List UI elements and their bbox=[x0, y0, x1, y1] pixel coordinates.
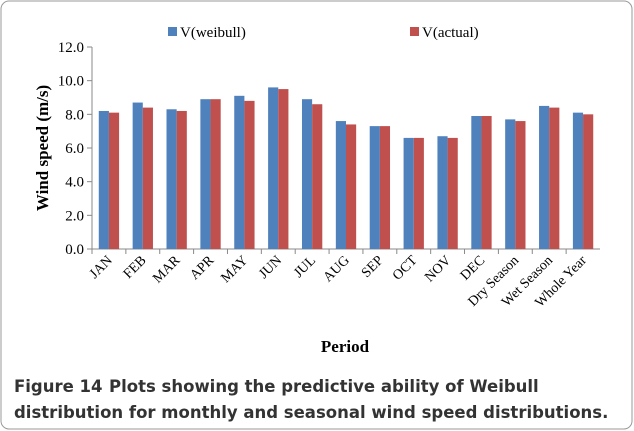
bar bbox=[278, 89, 289, 249]
legend-swatch bbox=[168, 27, 177, 36]
x-axis-label: Period bbox=[321, 337, 370, 356]
bar bbox=[549, 107, 560, 249]
caption-text: Plots showing the predictive ability of … bbox=[109, 377, 539, 396]
bar bbox=[210, 99, 221, 249]
y-tick-label: 12.0 bbox=[58, 40, 84, 56]
legend-label: V(actual) bbox=[422, 25, 479, 41]
bar bbox=[346, 124, 357, 249]
legend-swatch bbox=[410, 27, 419, 36]
bar bbox=[413, 137, 424, 249]
bar bbox=[234, 95, 245, 249]
y-tick-label: 2.0 bbox=[65, 208, 84, 224]
bar bbox=[301, 99, 313, 249]
caption-label: Figure 14 bbox=[14, 377, 103, 396]
bar bbox=[98, 110, 109, 249]
bar bbox=[369, 126, 380, 249]
bar bbox=[471, 116, 482, 250]
bar bbox=[572, 112, 584, 250]
legend-label: V(weibull) bbox=[180, 25, 246, 41]
bar bbox=[132, 102, 143, 249]
bar bbox=[166, 109, 177, 250]
bar bbox=[379, 126, 391, 249]
y-tick-label: 10.0 bbox=[58, 74, 84, 90]
bar bbox=[515, 121, 526, 249]
bar bbox=[447, 137, 458, 249]
bar bbox=[142, 107, 153, 249]
y-tick-label: 6.0 bbox=[65, 141, 84, 157]
y-tick-label: 4.0 bbox=[65, 175, 84, 191]
bar bbox=[403, 137, 414, 249]
y-axis-label: Wind speed (m/s) bbox=[33, 85, 52, 211]
bar bbox=[335, 121, 346, 249]
bar bbox=[244, 100, 255, 249]
bar bbox=[481, 116, 492, 250]
bar bbox=[312, 104, 323, 249]
bar bbox=[268, 87, 279, 250]
bar bbox=[176, 110, 187, 249]
caption-text: distribution for monthly and seasonal wi… bbox=[14, 403, 608, 422]
y-tick-label: 8.0 bbox=[65, 107, 84, 123]
bar bbox=[200, 99, 211, 249]
bar bbox=[539, 105, 550, 250]
bar bbox=[583, 114, 594, 249]
bar bbox=[108, 112, 120, 250]
y-tick-label: 0.0 bbox=[65, 242, 84, 258]
bar bbox=[437, 136, 448, 249]
bar bbox=[505, 119, 516, 249]
